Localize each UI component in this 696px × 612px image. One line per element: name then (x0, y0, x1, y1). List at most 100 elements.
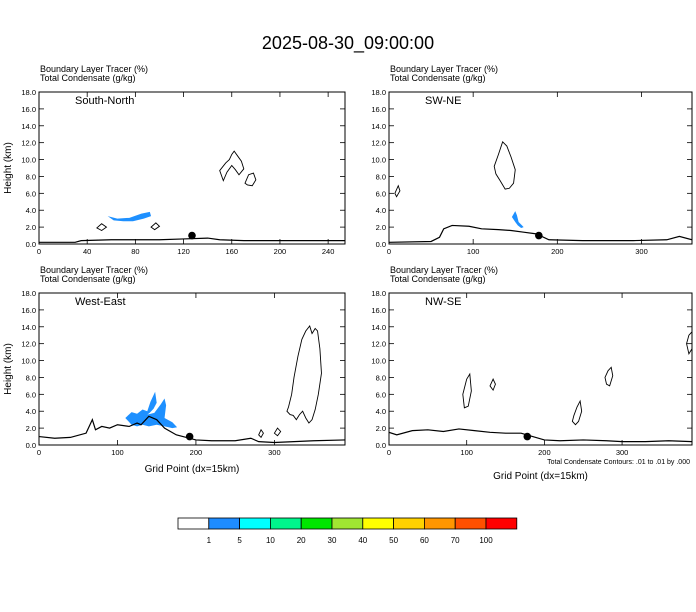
y-tick-label: 2.0 (376, 424, 386, 433)
y-tick-label: 16.0 (21, 306, 36, 315)
panel-header-condensate: Total Condensate (g/kg) (390, 73, 486, 83)
condensate-contour (571, 399, 583, 426)
y-tick-label: 2.0 (26, 223, 36, 232)
panel-label: NW-SE (425, 296, 461, 308)
colorbar-label: 1 (207, 536, 212, 545)
panel-header-tracer: Boundary Layer Tracer (%) (40, 265, 148, 275)
terrain-line (389, 428, 692, 443)
panel-header-condensate: Total Condensate (g/kg) (40, 274, 136, 284)
y-tick-label: 10.0 (371, 156, 386, 165)
panel-header-tracer: Boundary Layer Tracer (%) (390, 64, 498, 74)
y-tick-label: 6.0 (376, 390, 386, 399)
y-tick-label: 8.0 (376, 373, 386, 382)
colorbar-swatch (362, 517, 394, 530)
colorbar-swatch (331, 517, 364, 530)
panels-group: Boundary Layer Tracer (%)Total Condensat… (3, 64, 693, 482)
terrain-line (39, 237, 345, 243)
y-tick-label: 14.0 (21, 323, 36, 332)
x-tick-label: 200 (538, 448, 551, 457)
panel-header-tracer: Boundary Layer Tracer (%) (40, 64, 148, 74)
condensate-contour (244, 172, 257, 187)
x-tick-label: 0 (37, 247, 41, 256)
site-marker (523, 432, 532, 441)
panel-1: Boundary Layer Tracer (%)Total Condensat… (3, 64, 346, 256)
colorbar-swatch (208, 517, 241, 530)
panel-frame (38, 91, 346, 245)
y-tick-label: 12.0 (371, 340, 386, 349)
x-tick-label: 200 (190, 448, 203, 457)
y-tick-label: 18.0 (371, 88, 386, 97)
panel-label: SW-NE (425, 95, 461, 107)
y-axis-label: Height (km) (3, 343, 14, 395)
site-marker (535, 231, 543, 240)
y-tick-label: 0.0 (376, 240, 386, 249)
y-tick-label: 8.0 (26, 172, 36, 181)
y-axis-label: Height (km) (3, 142, 14, 194)
y-tick-label: 12.0 (21, 340, 36, 349)
x-tick-label: 0 (387, 247, 391, 256)
x-axis-label: Grid Point (dx=15km) (493, 471, 588, 482)
y-tick-label: 2.0 (26, 424, 36, 433)
x-tick-label: 160 (225, 247, 238, 256)
y-tick-label: 0.0 (376, 441, 386, 450)
colorbar-label: 70 (451, 536, 460, 545)
y-tick-label: 4.0 (26, 407, 36, 416)
x-tick-label: 300 (268, 448, 281, 457)
condensate-contour (286, 324, 322, 424)
x-tick-label: 100 (460, 448, 473, 457)
y-tick-label: 8.0 (26, 373, 36, 382)
colorbar-label: 10 (266, 536, 275, 545)
plot-area (389, 331, 692, 443)
x-tick-label: 0 (387, 448, 391, 457)
panel-3: Boundary Layer Tracer (%)Total Condensat… (3, 265, 346, 475)
y-tick-label: 0.0 (26, 441, 36, 450)
tracer-area (125, 391, 178, 429)
y-tick-label: 18.0 (21, 88, 36, 97)
plot-area (389, 140, 692, 243)
x-tick-label: 300 (616, 448, 629, 457)
y-tick-label: 6.0 (376, 189, 386, 198)
y-tick-label: 2.0 (376, 223, 386, 232)
x-tick-label: 100 (111, 448, 124, 457)
panel-2: Boundary Layer Tracer (%)Total Condensat… (371, 64, 693, 256)
site-marker (188, 231, 196, 240)
colorbar-label: 20 (297, 536, 306, 545)
tracer-area (511, 211, 524, 228)
x-tick-label: 0 (37, 448, 41, 457)
panel-header-condensate: Total Condensate (g/kg) (390, 274, 486, 284)
y-tick-label: 4.0 (26, 206, 36, 215)
plot-area (39, 150, 345, 243)
y-tick-label: 16.0 (21, 105, 36, 114)
x-tick-label: 80 (131, 247, 139, 256)
panel-label: West-East (75, 296, 126, 308)
colorbar-label: 5 (237, 536, 242, 545)
panel-header-condensate: Total Condensate (g/kg) (40, 73, 136, 83)
x-tick-label: 200 (551, 247, 564, 256)
colorbar-swatch (177, 517, 210, 530)
condensate-contour (462, 372, 472, 409)
x-tick-label: 300 (635, 247, 648, 256)
panel-frame (388, 91, 693, 245)
y-tick-label: 0.0 (26, 240, 36, 249)
colorbar-swatch (393, 517, 425, 530)
y-tick-label: 4.0 (376, 206, 386, 215)
x-axis-label: Grid Point (dx=15km) (145, 464, 240, 475)
y-tick-label: 18.0 (21, 289, 36, 298)
panel-frame (38, 292, 346, 446)
y-tick-label: 14.0 (371, 323, 386, 332)
colorbar-swatch (300, 517, 333, 530)
colorbar-swatch (454, 517, 487, 530)
colorbar-label: 40 (358, 536, 367, 545)
figure-title: 2025-08-30_09:00:00 (262, 33, 434, 54)
site-marker (185, 432, 194, 441)
colorbar-swatch (269, 517, 302, 530)
condensate-contour (686, 331, 692, 355)
y-tick-label: 18.0 (371, 289, 386, 298)
colorbar-swatch (423, 517, 456, 530)
x-tick-label: 120 (177, 247, 190, 256)
condensate-contour (604, 366, 614, 387)
colorbar-label: 50 (389, 536, 398, 545)
contour-note: Total Condensate Contours: .01 to .01 by… (547, 459, 690, 466)
colorbar: 1 5 10 20 30 40 50 60 70 100 (177, 517, 518, 545)
